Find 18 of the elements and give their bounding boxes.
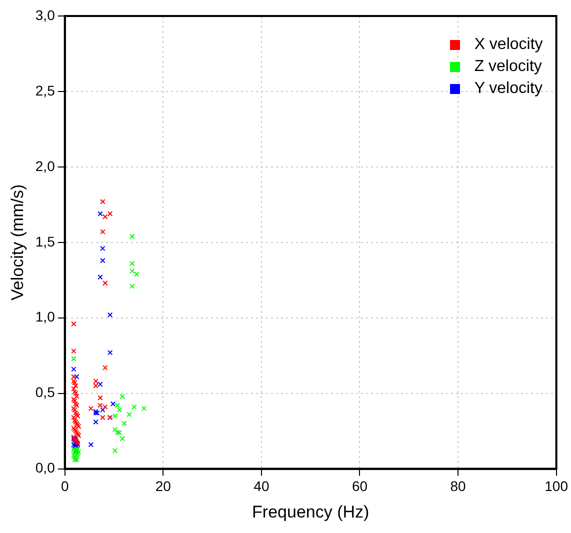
y-tick-label: 1,0 <box>35 308 56 325</box>
y-tick-label: 1,5 <box>35 233 56 250</box>
x-tick-label: 20 <box>155 478 172 494</box>
y-tick-label: 3,0 <box>35 6 56 23</box>
x-tick-label: 80 <box>450 478 466 494</box>
y-tick-label: 2,5 <box>35 82 56 98</box>
y-axis-title: Velocity (mm/s) <box>8 184 27 300</box>
legend-label: Y velocity <box>474 79 542 99</box>
y-tick-label: 2,0 <box>35 158 56 174</box>
x-axis-title: Frequency (Hz) <box>252 502 370 522</box>
x-tick-label: 100 <box>544 478 568 494</box>
y-tick-label: 0,5 <box>35 384 56 400</box>
legend-label: X velocity <box>474 35 543 55</box>
legend-label: Z velocity <box>474 57 542 77</box>
x-tick-label: 0 <box>60 478 69 494</box>
x-tick-label: 40 <box>254 478 270 494</box>
x-tick-label: 60 <box>352 478 368 494</box>
y-tick-label: 0,0 <box>35 460 56 476</box>
